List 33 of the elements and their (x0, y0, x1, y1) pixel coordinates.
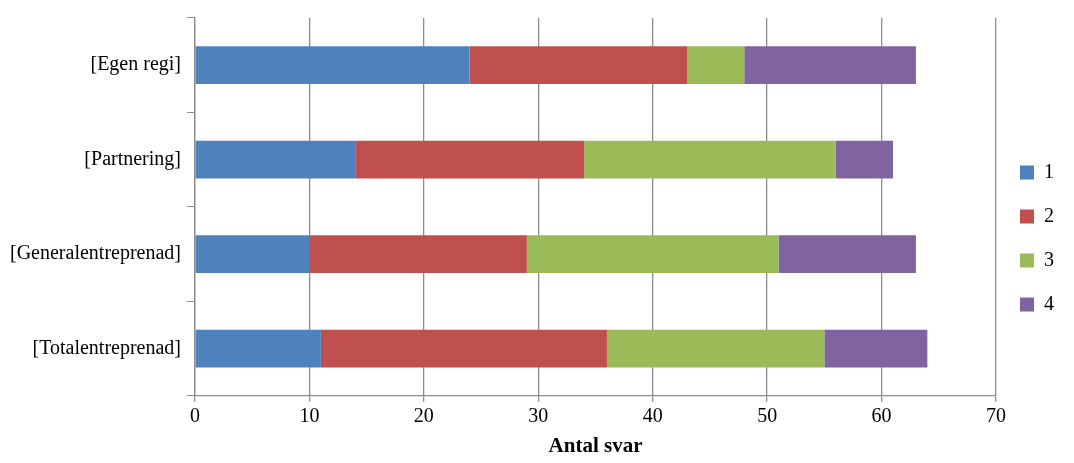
bar (584, 140, 836, 179)
legend-label: 4 (1044, 291, 1054, 314)
bar (687, 46, 745, 85)
x-axis-title: Antal svar (548, 432, 643, 457)
bar (835, 140, 894, 179)
x-tick-label: 40 (642, 404, 663, 427)
bar (469, 46, 688, 85)
bar (778, 235, 916, 274)
bar (526, 235, 779, 274)
x-tick-label: 70 (986, 404, 1006, 427)
y-tick-label: [Generalentreprenad] (10, 241, 181, 265)
bar (355, 140, 585, 179)
bar (309, 235, 527, 274)
bar (195, 46, 470, 85)
bar (824, 329, 928, 368)
y-tick-label: [Partnering] (84, 146, 181, 170)
legend-label: 2 (1044, 203, 1054, 226)
x-tick-label: 20 (413, 404, 434, 427)
x-tick-label: 50 (757, 404, 778, 427)
legend-label: 3 (1044, 247, 1054, 270)
bar (195, 235, 310, 274)
y-tick-label: [Egen regi] (90, 52, 181, 76)
y-tick-label: [Totalentreprenad] (32, 335, 181, 359)
bar (195, 329, 321, 368)
x-tick-label: 0 (190, 404, 200, 427)
x-tick-label: 10 (299, 404, 320, 427)
bar (744, 46, 916, 85)
bar (606, 329, 825, 368)
legend-label: 1 (1044, 159, 1054, 182)
bar (195, 140, 356, 179)
x-tick-label: 60 (871, 404, 892, 427)
x-tick-label: 30 (528, 404, 549, 427)
bar (320, 329, 607, 368)
